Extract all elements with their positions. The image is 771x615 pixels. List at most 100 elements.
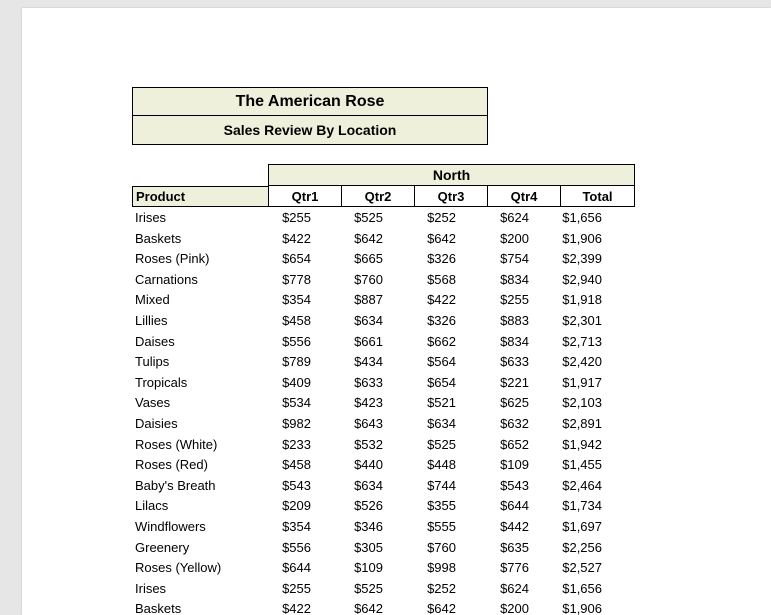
qtr2-cell: $434 (354, 354, 383, 370)
qtr4-cell: $109 (500, 457, 529, 473)
qtr2-cell: $887 (354, 292, 383, 308)
qtr3-cell: $355 (427, 498, 456, 514)
qtr3-cell: $422 (427, 292, 456, 308)
qtr3-cell: $654 (427, 374, 456, 390)
product-cell: Greenery (135, 539, 190, 555)
qtr4-cell: $543 (500, 477, 529, 493)
qtr3-cell: $568 (427, 271, 456, 287)
qtr3-cell: $252 (427, 210, 456, 225)
qtr2-cell: $760 (354, 271, 383, 287)
col-header-qtr1: Qtr1 (268, 186, 342, 207)
product-cell: Baskets (135, 601, 182, 615)
qtr2-cell: $665 (354, 251, 383, 267)
qtr2-cell: $642 (354, 230, 383, 246)
product-cell: Roses (Pink) (135, 251, 210, 267)
qtr2-cell: $661 (354, 333, 383, 349)
qtr2-cell: $305 (354, 539, 383, 555)
total-cell: $1,906 (562, 230, 602, 246)
qtr1-cell: $534 (282, 395, 311, 411)
qtr4-cell: $883 (500, 312, 529, 328)
total-cell: $2,713 (562, 333, 602, 349)
qtr1-cell: $422 (282, 601, 311, 615)
qtr1-cell: $982 (282, 415, 311, 431)
region-header: North (268, 164, 635, 186)
product-cell: Irises (135, 210, 167, 225)
qtr2-cell: $532 (354, 436, 383, 452)
qtr4-cell: $200 (500, 230, 529, 246)
qtr1-cell: $458 (282, 457, 311, 473)
qtr2-cell: $423 (354, 395, 383, 411)
product-cell: Lilacs (135, 498, 169, 514)
report-title: The American Rose (132, 87, 488, 116)
col-header-qtr2: Qtr2 (341, 186, 415, 207)
qtr1-cell: $209 (282, 498, 311, 514)
qtr4-cell: $834 (500, 333, 529, 349)
qtr3-cell: $760 (427, 539, 456, 555)
qtr4-cell: $834 (500, 271, 529, 287)
qtr1-cell: $409 (282, 374, 311, 390)
qtr1-cell: $233 (282, 436, 311, 452)
qtr2-cell: $346 (354, 518, 383, 534)
qtr1-cell: $778 (282, 271, 311, 287)
col-header-total: Total (560, 186, 635, 207)
qtr2-cell: $633 (354, 374, 383, 390)
product-cell: Baby's Breath (135, 477, 216, 493)
qtr3-cell: $521 (427, 395, 456, 411)
total-cell: $1,656 (562, 580, 602, 596)
qtr4-cell: $633 (500, 354, 529, 370)
product-cell: Daises (135, 333, 175, 349)
qtr4-cell: $625 (500, 395, 529, 411)
total-cell: $1,697 (562, 518, 602, 534)
qtr2-cell: $634 (354, 312, 383, 328)
qtr1-cell: $255 (282, 580, 311, 596)
qtr3-cell: $642 (427, 601, 456, 615)
qtr1-cell: $644 (282, 560, 311, 576)
qtr4-cell: $200 (500, 601, 529, 615)
qtr2-cell: $109 (354, 560, 383, 576)
total-cell: $2,940 (562, 271, 602, 287)
total-cell: $1,455 (562, 457, 602, 473)
qtr1-cell: $543 (282, 477, 311, 493)
total-cell: $2,301 (562, 312, 602, 328)
qtr4-cell: $776 (500, 560, 529, 576)
total-cell: $2,420 (562, 354, 602, 370)
product-cell: Baskets (135, 230, 182, 246)
total-cell: $1,942 (562, 436, 602, 452)
product-cell: Roses (Yellow) (135, 560, 222, 576)
product-cell: Roses (Red) (135, 457, 208, 473)
total-cell: $2,891 (562, 415, 602, 431)
total-cell: $2,464 (562, 477, 602, 493)
document-page: The American Rose Sales Review By Locati… (22, 8, 771, 615)
total-cell: $1,656 (562, 210, 602, 225)
product-cell: Windflowers (135, 518, 206, 534)
col-header-product: Product (132, 186, 269, 207)
qtr4-cell: $635 (500, 539, 529, 555)
qtr1-cell: $354 (282, 518, 311, 534)
col-header-qtr4: Qtr4 (487, 186, 561, 207)
qtr1-cell: $354 (282, 292, 311, 308)
product-cell: Vases (135, 395, 171, 411)
qtr2-cell: $440 (354, 457, 383, 473)
qtr3-cell: $326 (427, 312, 456, 328)
qtr4-cell: $754 (500, 251, 529, 267)
total-cell: $1,917 (562, 374, 602, 390)
qtr3-cell: $998 (427, 560, 456, 576)
qtr2-cell: $642 (354, 601, 383, 615)
qtr1-cell: $556 (282, 539, 311, 555)
qtr3-cell: $662 (427, 333, 456, 349)
qtr3-cell: $634 (427, 415, 456, 431)
qtr1-cell: $458 (282, 312, 311, 328)
product-cell: Daisies (135, 415, 178, 431)
qtr2-cell: $525 (354, 210, 383, 225)
qtr4-cell: $652 (500, 436, 529, 452)
qtr3-cell: $564 (427, 354, 456, 370)
col-header-qtr3: Qtr3 (414, 186, 488, 207)
qtr1-cell: $556 (282, 333, 311, 349)
total-cell: $1,918 (562, 292, 602, 308)
product-cell: Tulips (135, 354, 170, 370)
qtr3-cell: $525 (427, 436, 456, 452)
qtr4-cell: $644 (500, 498, 529, 514)
product-cell: Irises (135, 580, 167, 596)
qtr1-cell: $789 (282, 354, 311, 370)
qtr3-cell: $252 (427, 580, 456, 596)
